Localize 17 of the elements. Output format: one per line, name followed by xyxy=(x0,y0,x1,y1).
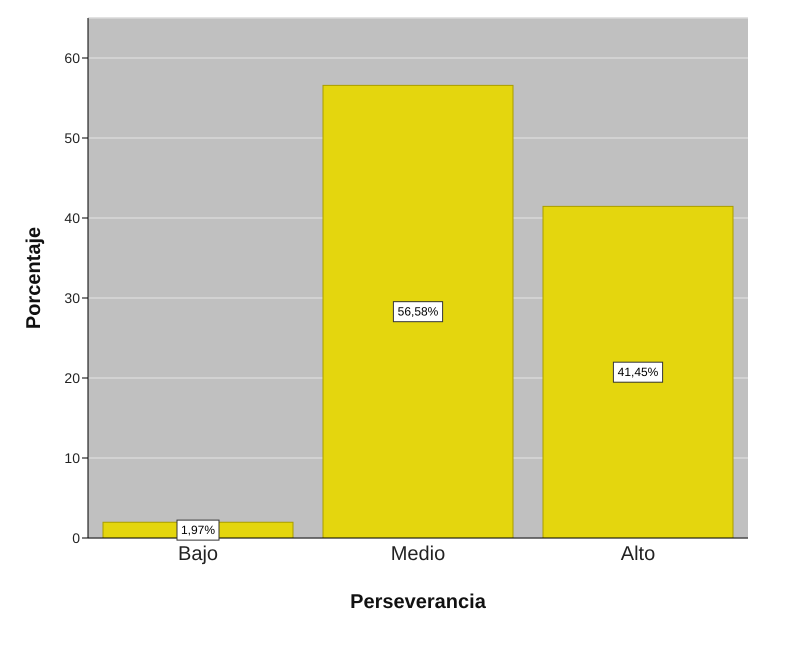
x-tick-label: Bajo xyxy=(178,543,218,566)
y-tick-label: 10 xyxy=(64,450,80,466)
y-tick-label: 30 xyxy=(64,290,80,306)
bar xyxy=(542,206,734,538)
bar xyxy=(322,84,514,538)
y-tick-label: 40 xyxy=(64,210,80,226)
data-label: 56,58% xyxy=(398,304,439,319)
data-label: 41,45% xyxy=(618,365,659,380)
y-tick-label: 20 xyxy=(64,370,80,386)
y-tick-label: 0 xyxy=(72,530,80,546)
x-axis-title: Perseverancia xyxy=(350,591,487,613)
y-axis-title: Porcentaje xyxy=(23,226,46,330)
y-tick-label: 60 xyxy=(64,50,80,66)
x-tick-label: Alto xyxy=(620,543,656,566)
data-label: 1,97% xyxy=(180,523,216,538)
y-tick-label: 50 xyxy=(64,130,80,146)
x-tick-label: Medio xyxy=(390,543,446,566)
